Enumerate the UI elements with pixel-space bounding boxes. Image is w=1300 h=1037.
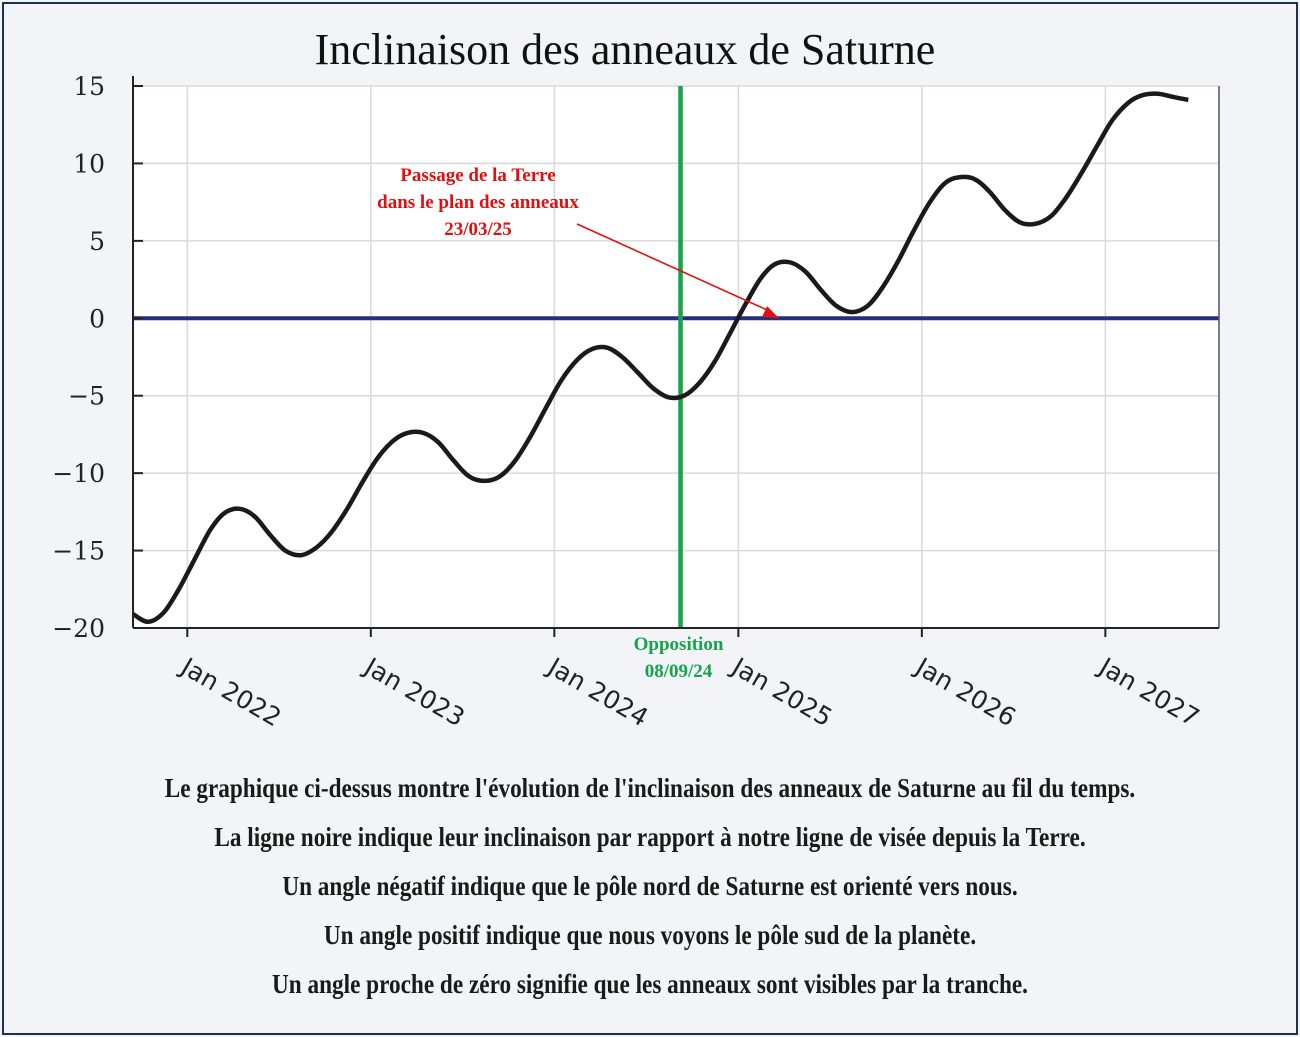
x-tick-label: Jan 2025	[726, 651, 838, 732]
transit-arrow	[576, 223, 771, 313]
transit-arrowhead	[762, 306, 780, 319]
y-tick-label: −5	[68, 382, 105, 411]
transit-annotation: dans le plan des anneaux	[377, 192, 579, 213]
y-tick-label: −15	[52, 537, 105, 566]
caption-line: Un angle positif indique que nous voyons…	[323, 920, 977, 950]
x-tick-label: Jan 2022	[175, 651, 287, 732]
x-tick-label: Jan 2023	[358, 651, 470, 732]
y-tick-label: −10	[52, 459, 105, 488]
y-tick-label: 5	[89, 227, 105, 256]
caption-line: Le graphique ci-dessus montre l'évolutio…	[164, 773, 1136, 803]
y-tick-label: 0	[89, 304, 105, 333]
x-tick-label: Jan 2024	[542, 651, 654, 732]
x-tick-label: Jan 2026	[909, 651, 1021, 732]
y-tick-label: 10	[73, 149, 105, 178]
caption-line: La ligne noire indique leur inclinaison …	[214, 822, 1086, 852]
transit-annotation: 23/03/25	[444, 219, 512, 240]
transit-annotation: Passage de la Terre	[400, 165, 555, 186]
y-tick-label: 15	[73, 72, 105, 101]
caption-line: Un angle proche de zéro signifie que les…	[272, 969, 1028, 999]
y-tick-label: −20	[52, 614, 105, 643]
ring-tilt-curve	[131, 91, 1189, 625]
x-tick-label: Jan 2027	[1093, 651, 1205, 732]
opposition-label: 08/09/24	[645, 661, 713, 682]
opposition-label: Opposition	[634, 634, 724, 655]
caption: Le graphique ci-dessus montre l'évolutio…	[91, 764, 1209, 1009]
caption-line: Un angle négatif indique que le pôle nor…	[282, 871, 1018, 901]
plot-area	[133, 86, 1219, 628]
chart: Inclinaison des anneaux de Saturne 15 10 5…	[52, 25, 1220, 732]
chart-title: Inclinaison des anneaux de Saturne	[315, 25, 936, 74]
